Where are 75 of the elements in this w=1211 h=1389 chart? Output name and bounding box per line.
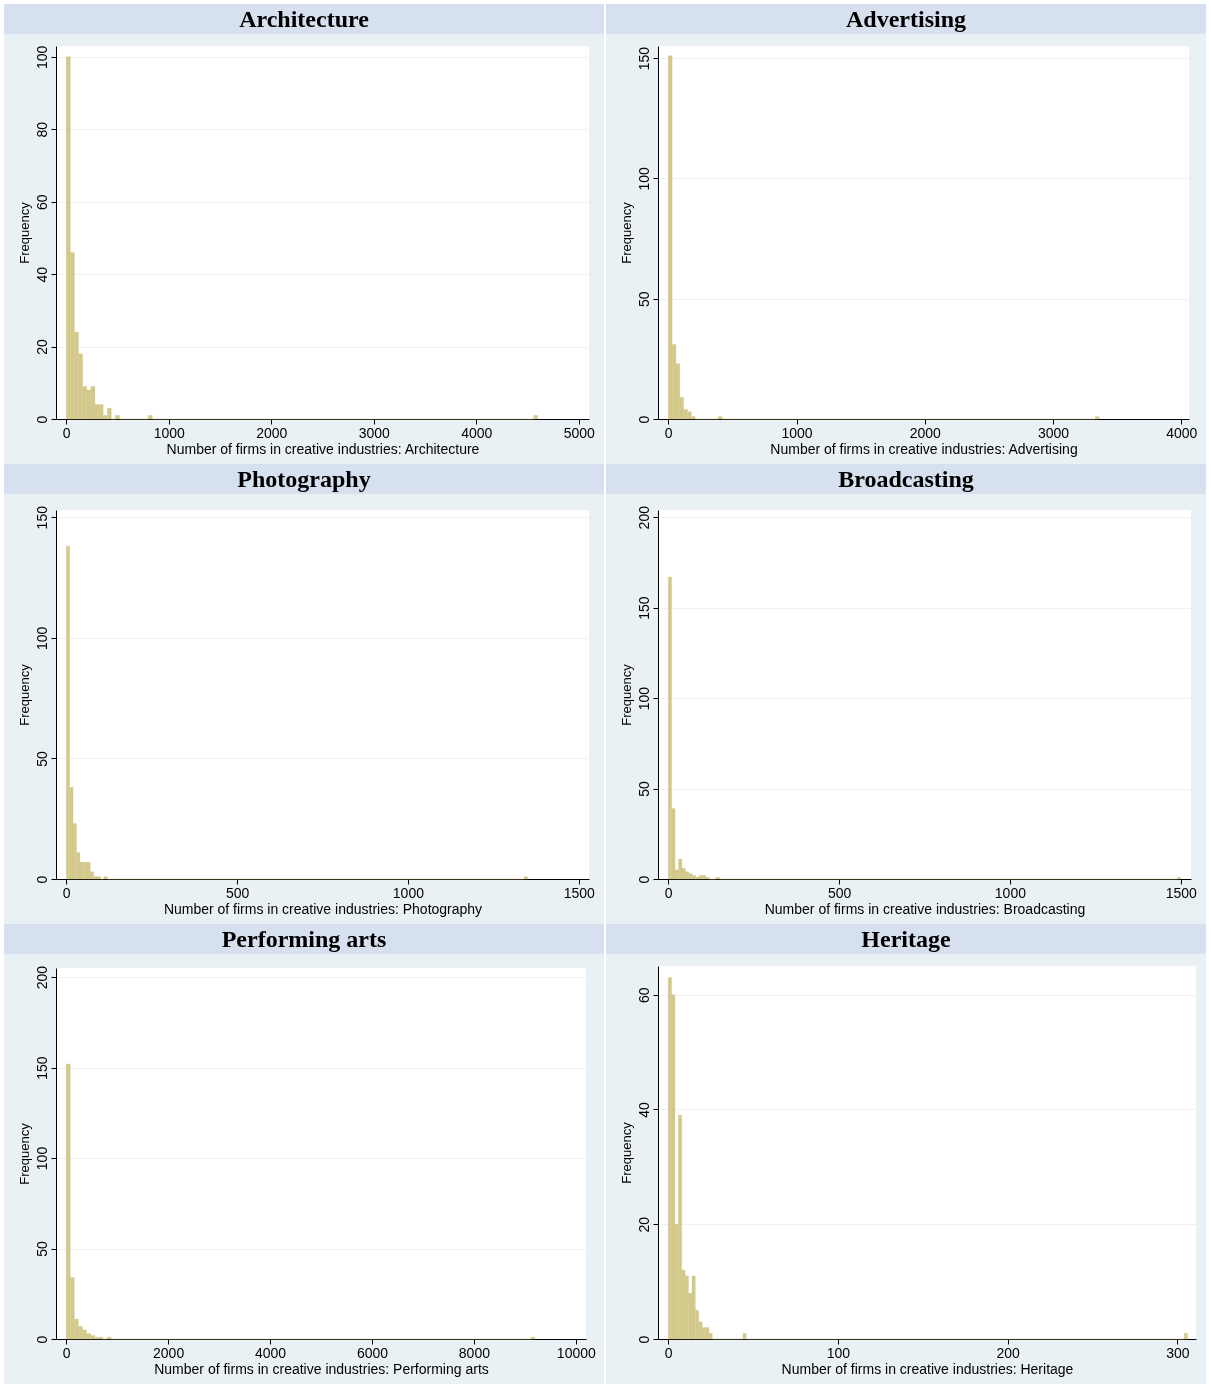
chart-title: Performing arts: [4, 924, 604, 954]
y-tick-label: 0: [635, 875, 652, 884]
y-tick-label: 40: [33, 266, 50, 283]
y-tick-label: 20: [33, 339, 50, 355]
chart-title: Broadcasting: [606, 464, 1206, 494]
x-tick-label: 500: [225, 884, 250, 901]
y-axis-title: Frequency: [618, 663, 634, 726]
x-tick-label: 8000: [458, 1344, 491, 1361]
x-tick-label: 3000: [1037, 424, 1070, 441]
x-axis-title: Number of firms in creative industries: Broadcasting: [764, 900, 1086, 917]
chart-title: Advertising: [606, 4, 1206, 34]
y-tick-label: 40: [635, 1101, 652, 1118]
y-tick-label: 150: [33, 1056, 50, 1080]
x-tick-label: 3000: [358, 424, 391, 441]
x-axis-title: Number of firms in creative industries: Photography: [163, 900, 483, 917]
chart-title: Architecture: [4, 4, 604, 34]
x-tick-label: 0: [62, 884, 71, 901]
x-tick-label: 1000: [153, 424, 186, 441]
x-axis-title: Number of firms in creative industries: Architecture: [166, 440, 480, 457]
y-tick-label: 100: [33, 1146, 50, 1171]
x-tick-label: 1500: [563, 884, 596, 901]
y-tick-label: 100: [635, 166, 652, 191]
y-axis-title: Frequency: [16, 663, 32, 726]
y-tick-label: 200: [635, 505, 652, 530]
chart-title: Heritage: [606, 924, 1206, 954]
y-tick-label: 100: [635, 686, 652, 711]
y-axis-title: Frequency: [16, 201, 32, 264]
y-tick-label: 0: [33, 875, 50, 884]
y-tick-label: 0: [635, 415, 652, 424]
chart-title: Photography: [4, 464, 604, 494]
x-tick-label: 2000: [153, 1344, 185, 1361]
x-tick-label: 2000: [256, 424, 288, 441]
y-tick-label: 100: [33, 626, 50, 650]
x-tick-label: 10000: [556, 1344, 596, 1361]
y-axis-title: Frequency: [618, 1121, 634, 1184]
x-tick-label: 0: [62, 1344, 71, 1361]
x-axis-title: Number of firms in creative industries: Heritage: [781, 1360, 1074, 1377]
y-tick-label: 20: [635, 1216, 652, 1233]
x-tick-label: 1000: [392, 884, 425, 901]
x-tick-label: 200: [996, 1344, 1021, 1361]
y-tick-label: 200: [33, 965, 50, 990]
x-tick-label: 6000: [356, 1344, 389, 1361]
x-axis-title: Number of firms in creative industries: Advertising: [770, 440, 1078, 457]
y-tick-label: 50: [33, 1241, 50, 1257]
y-axis-title: Frequency: [618, 201, 634, 264]
x-tick-label: 4000: [1166, 424, 1198, 441]
x-tick-label: 0: [664, 884, 673, 901]
x-tick-label: 0: [62, 424, 71, 441]
y-tick-label: 80: [33, 121, 50, 138]
x-tick-label: 1500: [1165, 884, 1198, 901]
y-tick-label: 0: [33, 1335, 50, 1344]
y-tick-label: 50: [33, 750, 50, 767]
x-axis-title: Number of firms in creative industries: Performing arts: [154, 1360, 489, 1377]
y-tick-label: 0: [33, 415, 50, 424]
x-tick-label: 100: [826, 1344, 851, 1361]
x-tick-label: 1000: [994, 884, 1027, 901]
x-tick-label: 500: [827, 884, 852, 901]
y-tick-label: 60: [635, 987, 652, 1003]
y-tick-label: 100: [33, 45, 50, 70]
y-tick-label: 0: [635, 1335, 652, 1344]
y-tick-label: 60: [33, 194, 50, 211]
x-tick-label: 4000: [461, 424, 493, 441]
x-tick-label: 0: [664, 1344, 673, 1361]
x-tick-label: 2000: [909, 424, 942, 441]
y-tick-label: 150: [635, 46, 652, 71]
y-tick-label: 50: [635, 781, 652, 797]
x-tick-label: 4000: [254, 1344, 287, 1361]
y-axis-title: Frequency: [16, 1122, 32, 1185]
x-tick-label: 300: [1166, 1344, 1190, 1361]
y-tick-label: 50: [635, 291, 652, 307]
x-tick-label: 5000: [563, 424, 596, 441]
y-tick-label: 150: [33, 505, 50, 530]
x-tick-label: 0: [664, 424, 673, 441]
x-tick-label: 1000: [781, 424, 813, 441]
y-tick-label: 150: [635, 596, 652, 620]
